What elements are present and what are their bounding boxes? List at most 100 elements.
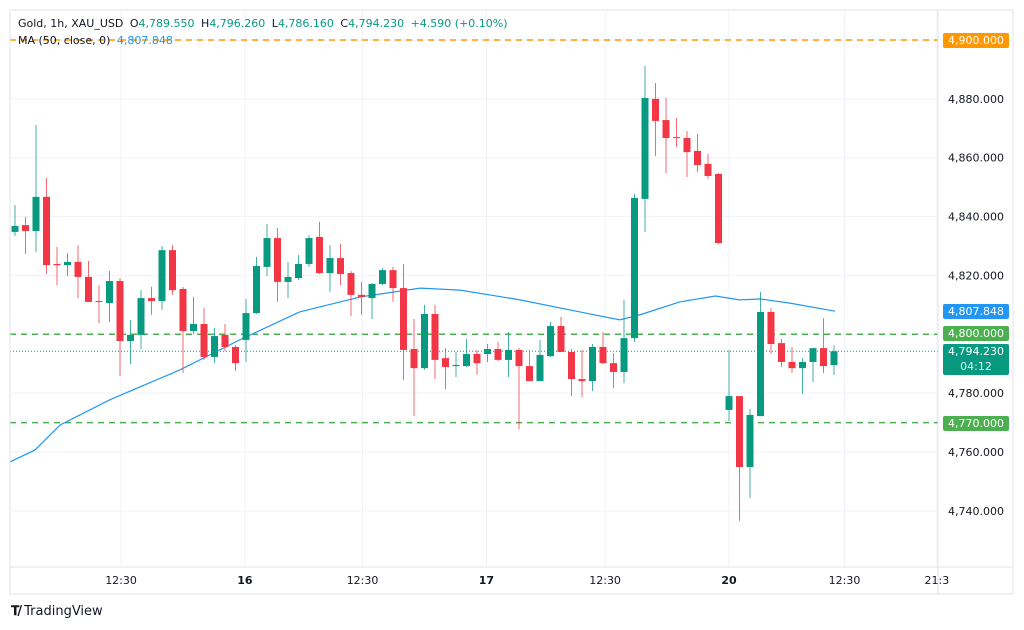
candle (32, 125, 40, 253)
candle-body (284, 276, 292, 282)
candle-body (127, 334, 134, 342)
y-tick-label: 4,740.000 (948, 505, 1004, 518)
candle-body (778, 343, 785, 362)
candle-body (662, 120, 670, 139)
candle-body (673, 137, 680, 139)
candle (830, 345, 838, 376)
candle-body (190, 323, 197, 332)
candle (725, 349, 733, 422)
candle-body (431, 313, 439, 360)
candle-body (715, 173, 722, 244)
candle (127, 319, 134, 365)
candle-body (379, 270, 386, 284)
candle (74, 245, 82, 299)
candle-body (242, 313, 250, 340)
candle-body (830, 351, 838, 366)
candle (137, 290, 145, 350)
candle (274, 228, 281, 302)
candle-body (631, 198, 638, 339)
candle-body (326, 258, 334, 274)
candle (11, 205, 19, 237)
candle (799, 358, 806, 395)
candle (662, 97, 670, 174)
candle (809, 348, 817, 382)
candle-body (253, 266, 260, 314)
x-tick-label: 16 (237, 574, 253, 587)
candle (116, 278, 124, 377)
candle (64, 253, 71, 277)
candle (421, 304, 428, 370)
candle-body (568, 351, 575, 380)
candle (221, 323, 229, 352)
candle (589, 344, 596, 392)
candle (263, 223, 271, 277)
candle (757, 291, 764, 417)
candle (578, 349, 586, 397)
x-tick-label: 12:30 (347, 574, 379, 587)
candle-body (85, 276, 92, 302)
price-tag-4900: 4,900.000 (943, 33, 1009, 48)
candle-body (536, 354, 544, 382)
candle (673, 117, 680, 148)
candle-body (337, 258, 344, 274)
candle-body (589, 346, 596, 382)
ma-legend: MA (50, close, 0) 4,807.848 (18, 34, 176, 47)
candle-body (43, 196, 50, 266)
high-value: 4,796.260 (209, 17, 266, 30)
candle-body (505, 349, 512, 360)
last-price-tag: 4,794.230 04:12 (943, 344, 1009, 375)
open-value: 4,789.550 (138, 17, 195, 30)
candle (232, 344, 239, 372)
candle (463, 339, 470, 367)
candles (11, 65, 838, 521)
y-tick-label: 4,820.000 (948, 269, 1004, 282)
candle (326, 245, 334, 292)
candle (53, 246, 61, 286)
candle (736, 396, 743, 521)
candle (820, 318, 827, 374)
candle-body (557, 326, 565, 352)
candle-body (22, 225, 29, 232)
candle (557, 316, 565, 352)
candle (704, 153, 712, 179)
x-tick-label: 12:30 (829, 574, 861, 587)
candle-body (11, 225, 19, 232)
candle-body (578, 379, 586, 382)
candle (494, 341, 502, 362)
y-tick-label: 4,760.000 (948, 446, 1004, 459)
y-tick-label: 4,860.000 (948, 152, 1004, 165)
candle-body (95, 301, 103, 303)
candle-body (704, 163, 712, 176)
candle (85, 261, 92, 302)
candle-body (599, 346, 607, 364)
candle (505, 331, 512, 377)
candle (631, 193, 638, 342)
candle (694, 133, 701, 173)
candle (295, 255, 302, 281)
candle (368, 283, 376, 319)
candle-body (725, 396, 733, 410)
candle-body (148, 298, 155, 302)
candle-body (274, 238, 281, 282)
candle-body (221, 334, 229, 347)
candle-body (74, 261, 82, 277)
candle-body (484, 349, 491, 355)
change-value: +4.590 (+0.10%) (410, 17, 508, 30)
candle-body (820, 348, 827, 367)
candle (410, 318, 418, 417)
tradingview-logo[interactable]: 𝐓/ TradingView (11, 604, 103, 619)
candle-body (400, 288, 407, 350)
high-label: H (201, 17, 210, 30)
candle-body (620, 338, 628, 372)
candle-body (736, 396, 743, 468)
candle (400, 263, 407, 380)
ma-label[interactable]: MA (50, close, 0) (18, 34, 111, 47)
candle (484, 344, 491, 362)
symbol-title[interactable]: Gold, 1h, XAU_USD (18, 17, 124, 30)
chart-frame (9, 9, 1014, 595)
candle (106, 271, 113, 322)
candle-body (263, 238, 271, 267)
bar-countdown: 04:12 (960, 360, 992, 373)
candle (610, 353, 617, 389)
